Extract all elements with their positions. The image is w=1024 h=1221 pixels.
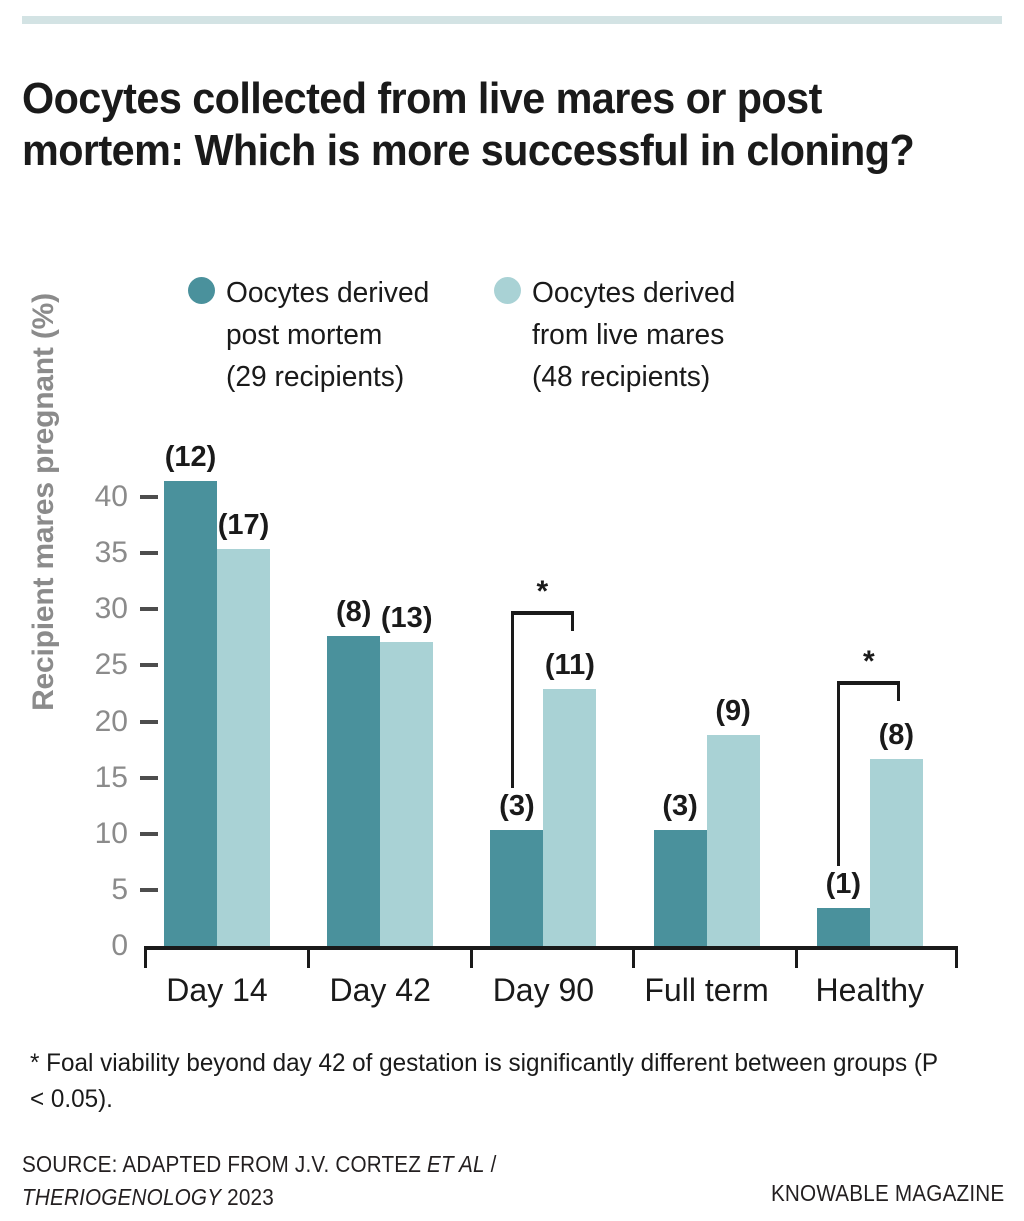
bar-post-mortem	[816, 907, 870, 946]
y-axis-tick-mark	[140, 551, 158, 556]
x-axis-category-label: Day 90	[492, 972, 595, 1008]
bar-value-label: (13)	[380, 601, 433, 634]
bar-live-mares	[217, 548, 270, 946]
legend-label-live-mares: Oocytes derived from live mares (48 reci…	[531, 277, 735, 394]
bar-live-mares	[380, 641, 434, 946]
x-axis-tick-mark	[144, 946, 147, 968]
source-prefix: SOURCE: ADAPTED FROM J.V. CORTEZ	[22, 1151, 428, 1177]
y-axis-tick-label: 30	[94, 592, 128, 626]
y-axis-tick-mark	[140, 663, 158, 668]
legend-item-post-mortem: Oocytes derived post mortem (29 recipien…	[188, 272, 436, 398]
y-axis-tick-label: 15	[94, 760, 128, 794]
bar-value-label: (3)	[662, 790, 698, 823]
y-axis-tick-mark	[140, 775, 158, 780]
bar-live-mares	[869, 758, 923, 946]
significance-bracket-top	[837, 680, 901, 685]
brand-credit: KNOWABLE MAGAZINE	[770, 1180, 1004, 1206]
significance-asterisk: *	[536, 574, 549, 608]
bar-value-label: (12)	[164, 441, 217, 474]
y-axis-tick-label: 20	[94, 704, 128, 738]
x-axis-tick-mark	[469, 946, 473, 968]
y-axis-title: Recipient mares pregnant (%)	[27, 293, 60, 711]
bar-value-label: (17)	[217, 508, 270, 541]
x-axis-tick-mark	[306, 946, 310, 968]
legend-label-post-mortem: Oocytes derived post mortem (29 recipien…	[226, 277, 430, 394]
bar-post-mortem	[164, 481, 217, 946]
significance-asterisk: *	[862, 644, 875, 678]
bar-post-mortem	[490, 830, 544, 946]
bar-value-label: (3)	[499, 790, 535, 823]
legend-item-live-mares: Oocytes derived from live mares (48 reci…	[493, 272, 742, 398]
y-axis-tick-label: 35	[94, 536, 128, 570]
bar-value-label: (8)	[335, 596, 372, 629]
significance-bracket-top	[510, 610, 574, 615]
y-axis-tick-mark	[140, 887, 158, 892]
bar-live-mares	[543, 688, 597, 946]
source-italic-journal: THERIOGENOLOGY	[22, 1184, 222, 1211]
significance-bracket-right-arm	[570, 610, 574, 631]
y-axis-tick-label: 40	[94, 480, 128, 513]
page-title: Oocytes collected from live mares or pos…	[22, 74, 915, 176]
significance-bracket-right-arm	[897, 680, 901, 701]
x-axis-line	[144, 946, 958, 950]
y-axis-tick-mark	[140, 719, 158, 724]
bar-post-mortem	[653, 830, 707, 946]
x-axis-category-label: Day 14	[166, 972, 268, 1008]
bar-value-label: (11)	[544, 648, 595, 681]
significance-bracket-left-arm	[837, 680, 841, 866]
y-axis-tick-label: 25	[94, 648, 128, 682]
legend-swatch-circle-icon	[493, 277, 521, 304]
source-middle: /	[484, 1151, 497, 1177]
chart-legend: Oocytes derived post mortem (29 recipien…	[188, 272, 888, 398]
bar-live-mares	[706, 734, 760, 946]
source-credit: SOURCE: ADAPTED FROM J.V. CORTEZ ET AL /…	[22, 1148, 616, 1215]
x-axis-tick-mark	[632, 946, 636, 968]
y-axis-tick-label: 10	[94, 816, 128, 850]
bar-value-label: (9)	[715, 694, 751, 727]
bar-post-mortem	[327, 636, 381, 946]
x-axis-tick-mark	[795, 946, 799, 968]
bar-value-label: (1)	[825, 867, 862, 900]
top-divider-rule	[22, 16, 1002, 24]
y-axis-tick-mark	[140, 831, 158, 836]
bar-value-label: (8)	[878, 718, 915, 751]
chart-footnote: * Foal viability beyond day 42 of gestat…	[30, 1049, 938, 1113]
x-axis-category-label: Day 42	[329, 972, 431, 1008]
y-axis-tick-mark	[140, 607, 158, 612]
source-year: 2023	[221, 1184, 274, 1211]
y-axis-tick-label: 0	[111, 929, 128, 962]
x-axis-category-label: Healthy	[815, 972, 925, 1008]
x-axis-tick-mark	[955, 946, 958, 968]
y-axis-tick-label: 5	[111, 872, 128, 906]
source-italic-etal: ET AL	[427, 1151, 485, 1177]
x-axis-category-label: Full term	[644, 972, 769, 1008]
y-axis-tick-mark	[140, 495, 158, 499]
significance-bracket-left-arm	[510, 610, 514, 789]
legend-swatch-circle-icon	[188, 277, 215, 304]
